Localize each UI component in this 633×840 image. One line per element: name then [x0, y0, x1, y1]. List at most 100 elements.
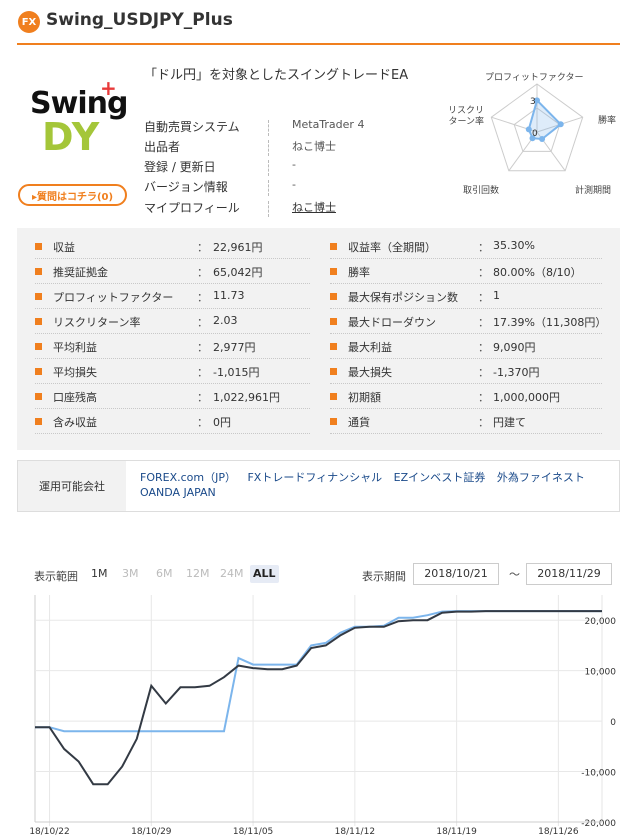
stat-label: プロフィットファクター [53, 291, 174, 304]
info-row: バージョン情報 - [144, 178, 444, 198]
bullet-icon [35, 243, 42, 250]
logo-plus-icon: + [100, 76, 117, 100]
bullet-icon [35, 343, 42, 350]
fx-badge-icon: FX [18, 11, 40, 33]
info-value: - [292, 178, 296, 191]
range-label: 表示範囲 [34, 570, 78, 583]
stat-label: リスクリターン率 [53, 316, 141, 329]
radar-point [529, 135, 536, 142]
info-row: 自動売買システム MetaTrader 4 [144, 118, 444, 138]
range-button-all[interactable]: ALL [250, 565, 279, 583]
info-label: 登録 / 更新日 [144, 160, 216, 174]
stat-value: 17.39%（11,308円） [493, 316, 607, 329]
chart-series [35, 610, 602, 786]
radar-scale-label: 0 [532, 129, 538, 139]
chart-x-tick-label: 18/11/19 [436, 827, 477, 837]
stat-value: 35.30% [493, 239, 535, 252]
radar-points [525, 97, 564, 142]
date-from-input[interactable]: 2018/10/21 [413, 563, 499, 585]
chart-series-line [35, 610, 602, 786]
stat-row: 収益率（全期間） ： 35.30% [330, 239, 602, 264]
stat-divider [330, 308, 602, 309]
stat-row: 口座残高 ： 1,022,961円 [35, 389, 310, 414]
info-separator [268, 120, 269, 136]
stat-row: 初期額 ： 1,000,000円 [330, 389, 602, 414]
bullet-icon [330, 418, 337, 425]
stat-divider [35, 383, 310, 384]
stat-label: 初期額 [348, 391, 381, 404]
range-button-1m[interactable]: 1M [91, 567, 108, 580]
chart-x-tick-label: 18/10/29 [131, 827, 172, 837]
brokers-list: FOREX.com（JP） FXトレードフィナンシャル EZインベスト証券 外為… [140, 470, 610, 500]
page-title: Swing_USDJPY_Plus [46, 10, 233, 30]
stat-row: 最大損失 ： -1,370円 [330, 364, 602, 389]
bullet-icon [35, 268, 42, 275]
stat-value: 2,977円 [213, 341, 256, 354]
chart-y-tick-label: 20,000 [585, 617, 617, 627]
stat-colon: ： [478, 416, 489, 429]
stat-divider [330, 283, 602, 284]
broker-link[interactable]: OANDA JAPAN [140, 486, 216, 499]
date-to-input[interactable]: 2018/11/29 [526, 563, 612, 585]
radar-point [534, 97, 540, 104]
radar-point [557, 121, 564, 128]
stat-value: 65,042円 [213, 266, 263, 279]
broker-link[interactable]: EZインベスト証券 [393, 471, 486, 484]
stat-colon: ： [478, 366, 489, 379]
stat-colon: ： [478, 241, 489, 254]
stat-colon: ： [197, 241, 208, 254]
stat-value: 80.00%（8/10） [493, 266, 582, 279]
bullet-icon [35, 368, 42, 375]
bullet-icon [330, 393, 337, 400]
bullet-icon [330, 268, 337, 275]
radar-axis-label: 取引回数 [463, 186, 500, 196]
stat-colon: ： [197, 341, 208, 354]
range-button-3m[interactable]: 3M [122, 567, 139, 580]
broker-link[interactable]: 外為ファイネスト [496, 471, 585, 484]
stat-divider [35, 283, 310, 284]
chart-y-tick-label: 10,000 [585, 668, 617, 678]
chart-x-tick-label: 18/11/12 [335, 827, 375, 837]
stat-row: 通貨 ： 円建て [330, 414, 602, 439]
radar-axis-label: 計測期間 [575, 186, 612, 196]
stat-row: 勝率 ： 80.00%（8/10） [330, 264, 602, 289]
ask-question-button[interactable]: ▸質問はコチラ(0) [18, 184, 127, 206]
stat-divider [35, 408, 310, 409]
stat-value: 0円 [213, 416, 231, 429]
stat-label: 通貨 [348, 416, 370, 429]
stat-colon: ： [478, 291, 489, 304]
stat-divider [330, 383, 602, 384]
broker-link[interactable]: FOREX.com（JP） [140, 471, 236, 484]
chart-y-tick-label: -10,000 [581, 769, 616, 779]
stat-divider [35, 258, 310, 259]
bullet-icon [330, 343, 337, 350]
stat-row: 最大ドローダウン ： 17.39%（11,308円） [330, 314, 606, 339]
brokers-label: 運用可能会社 [18, 461, 126, 511]
range-button-12m[interactable]: 12M [186, 567, 210, 580]
chart-x-tick-label: 18/11/05 [233, 827, 273, 837]
period-tilde: 〜 [509, 568, 520, 581]
stat-row: 最大利益 ： 9,090円 [330, 339, 602, 364]
bullet-icon [330, 293, 337, 300]
stat-label: 最大損失 [348, 366, 392, 379]
stat-value: 2.03 [213, 314, 238, 327]
stat-row: 推奨証拠金 ： 65,042円 [35, 264, 310, 289]
stat-colon: ： [197, 366, 208, 379]
info-value: MetaTrader 4 [292, 118, 365, 131]
stat-divider [35, 333, 310, 334]
range-button-6m[interactable]: 6M [156, 567, 173, 580]
stat-label: 口座残高 [53, 391, 97, 404]
title-divider [17, 43, 620, 45]
stat-colon: ： [478, 341, 489, 354]
profile-link[interactable]: ねこ博士 [292, 201, 336, 214]
stat-row: プロフィットファクター ： 11.73 [35, 289, 310, 314]
range-button-24m[interactable]: 24M [220, 567, 244, 580]
broker-link[interactable]: FXトレードフィナンシャル [247, 471, 383, 484]
radar-ring [513, 107, 561, 152]
radar-axis-label: リスクリターン率 [447, 106, 484, 127]
info-label: 出品者 [144, 140, 181, 154]
stat-label: 最大ドローダウン [348, 316, 436, 329]
chart-grid [34, 595, 603, 823]
logo-text-top: Swing [30, 86, 128, 121]
